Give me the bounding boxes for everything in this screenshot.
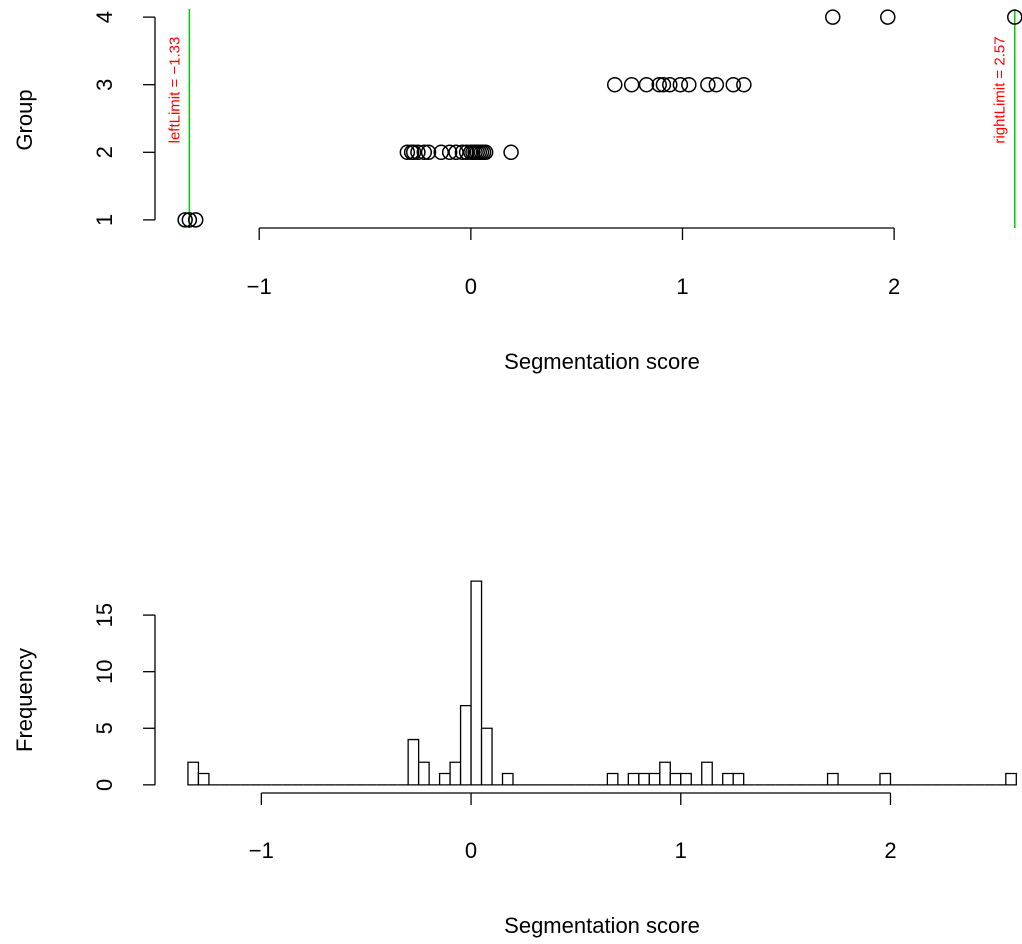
point (655, 76, 672, 93)
point (458, 144, 475, 161)
bar (187, 761, 200, 786)
y-tick-label: 2 (92, 146, 117, 158)
point (416, 144, 433, 161)
x-axis-title: Segmentation score (504, 913, 700, 938)
y-axis-title: Group (12, 89, 37, 150)
y-tick-label: 1 (92, 214, 117, 226)
bar (470, 580, 483, 786)
point (477, 144, 494, 161)
point (433, 144, 449, 161)
bar (197, 772, 210, 786)
bar (701, 761, 713, 786)
point (672, 76, 689, 93)
bar (680, 772, 692, 786)
point (454, 144, 471, 161)
point (700, 76, 716, 93)
point (681, 76, 697, 93)
bar (669, 772, 682, 786)
point (187, 212, 204, 228)
bar (480, 727, 493, 786)
point (441, 144, 458, 161)
point (448, 144, 464, 161)
point (638, 76, 655, 93)
bar (501, 772, 514, 786)
y-tick-label: 5 (92, 722, 117, 734)
bar (826, 772, 839, 786)
bar (606, 772, 619, 786)
bar (407, 738, 420, 786)
point (880, 9, 896, 25)
x-tick-label: 0 (465, 274, 477, 299)
point (736, 76, 752, 93)
bar (417, 761, 430, 786)
bar (627, 772, 640, 786)
point (623, 76, 640, 93)
point (662, 76, 678, 93)
x-tick-label: 2 (888, 274, 900, 299)
y-tick-label: 10 (92, 659, 117, 683)
y-axis-title: Frequency (12, 648, 37, 752)
point (503, 144, 519, 161)
bar (438, 772, 451, 786)
bar (732, 772, 745, 786)
point (607, 76, 623, 93)
bar (722, 772, 734, 786)
y-tick-label: 15 (92, 603, 117, 627)
point (708, 76, 725, 93)
bar (638, 772, 650, 786)
x-tick-label: 0 (465, 838, 477, 863)
point (181, 212, 198, 228)
point (420, 144, 437, 161)
x-tick-label: −1 (247, 274, 272, 299)
bar (879, 772, 892, 786)
bar (659, 761, 671, 786)
bar (449, 761, 462, 786)
bar (459, 704, 472, 786)
limit-label: rightLimit = 2.57 (992, 36, 1009, 143)
point (399, 144, 416, 161)
x-tick-label: 1 (676, 274, 688, 299)
x-tick-label: 1 (675, 838, 687, 863)
x-axis-title: Segmentation score (504, 349, 700, 374)
point (725, 76, 742, 93)
point (177, 212, 193, 228)
point (651, 76, 667, 93)
point (405, 144, 422, 161)
x-tick-label: −1 (249, 838, 274, 863)
y-tick-label: 3 (92, 79, 117, 91)
point (410, 144, 426, 161)
x-tick-label: 2 (884, 838, 896, 863)
point (825, 9, 841, 25)
y-tick-label: 4 (92, 11, 117, 23)
bar (1005, 772, 1017, 786)
bar (648, 772, 661, 786)
y-tick-label: 0 (92, 779, 117, 791)
limit-label: leftLimit = −1.33 (166, 37, 183, 144)
